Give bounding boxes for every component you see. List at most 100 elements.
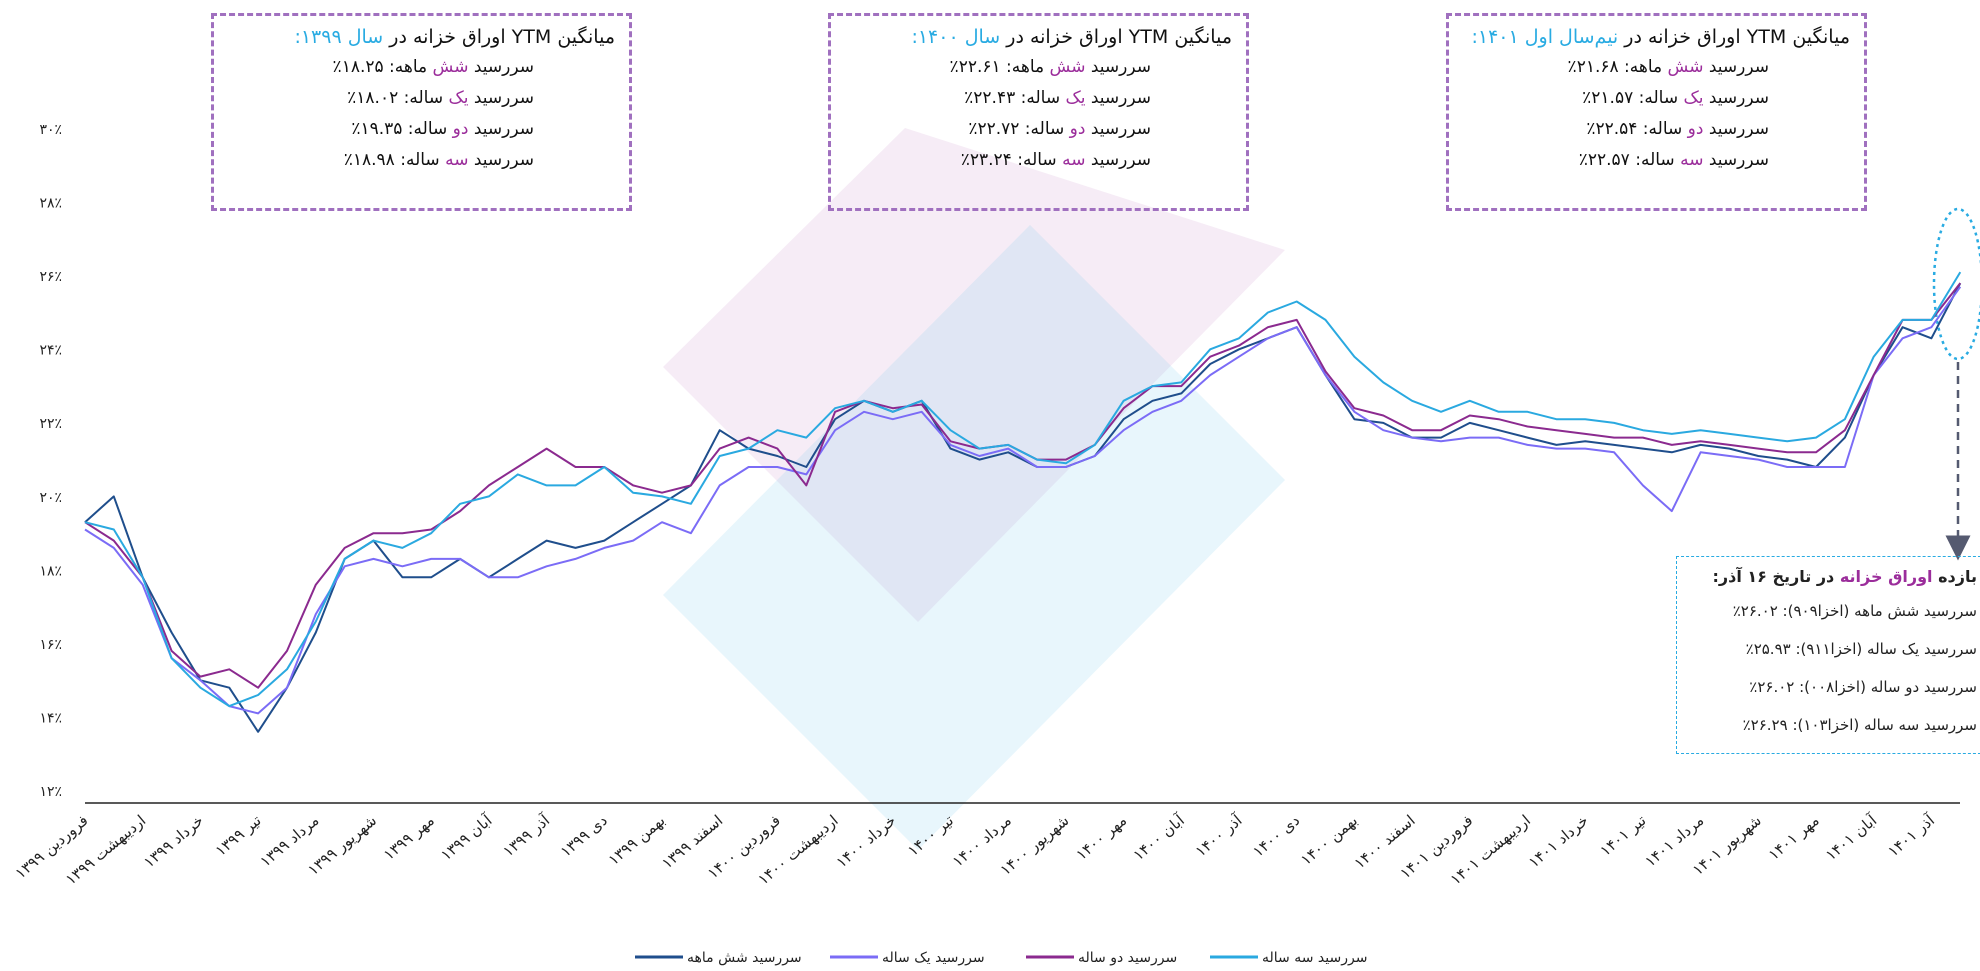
box-line: سررسید سه ساله: ۲۲.۵۷٪ xyxy=(1449,145,1864,176)
line-highlight: سه xyxy=(1680,150,1704,170)
line-text: سررسید xyxy=(1090,57,1151,77)
series-line xyxy=(84,271,1962,708)
line-highlight: شش xyxy=(1049,57,1086,77)
x-tick-label: آبان ۱۴۰۱ xyxy=(1822,811,1881,864)
title-text: میانگین YTM اوراق خزانه در xyxy=(389,26,615,48)
line-text: سررسید xyxy=(1090,150,1151,170)
legend-label: سررسید دو ساله xyxy=(1078,950,1177,966)
y-tick-label: ۲۲٪ xyxy=(39,416,62,432)
line-text: سررسید xyxy=(1090,119,1151,139)
y-tick-label: ۱۸٪ xyxy=(39,563,62,579)
title-text: در تاریخ ۱۶ آذر: xyxy=(1712,567,1835,586)
box-line: سررسید شش ماهه: ۲۲.۶۱٪ xyxy=(831,52,1246,83)
series-line xyxy=(84,282,1962,733)
title-highlight: نیم‌سال اول ۱۴۰۱: xyxy=(1471,26,1619,48)
title-highlight: سال ۱۳۹۹: xyxy=(294,26,384,48)
x-tick-label: آذر ۱۴۰۰ xyxy=(1192,811,1246,861)
line-text: ساله: ۲۲.۵۷٪ xyxy=(1578,150,1675,170)
y-tick-label: ۱۶٪ xyxy=(39,637,62,653)
legend-label: سررسید شش ماهه xyxy=(687,950,802,966)
title-text: میانگین YTM اوراق خزانه در xyxy=(1624,26,1850,48)
latest-box: بازده اوراق خزانه در تاریخ ۱۶ آذر: سررسید… xyxy=(1676,556,1980,754)
box-line: سررسید شش ماهه: ۱۸.۲۵٪ xyxy=(214,52,629,83)
line-highlight: یک xyxy=(448,88,469,108)
line-highlight: دو xyxy=(452,119,469,139)
latest-line: سررسید سه ساله (اخزا۱۰۳): ۲۶.۲۹٪ xyxy=(1742,716,1977,734)
line-highlight: یک xyxy=(1683,88,1704,108)
y-tick-label: ۲۰٪ xyxy=(39,490,62,506)
line-text: سررسید xyxy=(1708,119,1769,139)
x-tick-label: تیر ۱۳۹۹ xyxy=(212,811,265,859)
title-highlight: سال ۱۴۰۰: xyxy=(911,26,1001,48)
y-tick-label: ۳۰٪ xyxy=(39,122,62,138)
line-text: ماهه: ۲۱.۶۸٪ xyxy=(1567,57,1663,77)
x-tick-label: مهر ۱۴۰۰ xyxy=(1072,811,1130,864)
series-line xyxy=(84,286,1962,715)
box-title: میانگین YTM اوراق خزانه در سال ۱۳۹۹: xyxy=(214,16,629,52)
x-tick-label: مهر ۱۳۹۹ xyxy=(380,811,438,864)
line-highlight: سه xyxy=(445,150,469,170)
x-tick-label: دی ۱۴۰۰ xyxy=(1249,811,1303,860)
legend-label: سررسید یک ساله xyxy=(882,950,985,966)
y-tick-label: ۲۶٪ xyxy=(39,269,62,285)
line-text: سررسید xyxy=(473,119,534,139)
y-tick-label: ۱۴٪ xyxy=(39,710,62,726)
box-line: سررسید سه ساله: ۲۳.۲۴٪ xyxy=(831,145,1246,176)
summary-box: میانگین YTM اوراق خزانه در سال ۱۴۰۰: سررس… xyxy=(828,13,1249,211)
line-text: سررسید xyxy=(1708,150,1769,170)
box-line: سررسید سه ساله: ۱۸.۹۸٪ xyxy=(214,145,629,176)
line-text: ساله: ۲۳.۲۴٪ xyxy=(960,150,1057,170)
line-text: ساله: ۲۲.۴۳٪ xyxy=(964,88,1061,108)
line-text: ماهه: ۲۲.۶۱٪ xyxy=(949,57,1045,77)
line-text: ساله: ۱۹.۳۵٪ xyxy=(351,119,448,139)
watermark xyxy=(663,128,1285,850)
highlight-ellipse xyxy=(1932,207,1980,361)
box-line: سررسید یک ساله: ۱۸.۰۲٪ xyxy=(214,83,629,114)
x-tick-label: آبان ۱۴۰۰ xyxy=(1130,811,1189,864)
x-tick-label: آبان ۱۳۹۹ xyxy=(437,811,496,864)
line-text: سررسید xyxy=(473,57,534,77)
line-text: سررسید xyxy=(1090,88,1151,108)
x-tick-label: دی ۱۳۹۹ xyxy=(557,811,611,860)
line-text: سررسید xyxy=(1708,57,1769,77)
x-tick-label: آذر ۱۳۹۹ xyxy=(499,811,553,861)
box-line: سررسید یک ساله: ۲۲.۴۳٪ xyxy=(831,83,1246,114)
title-text: میانگین YTM اوراق خزانه در xyxy=(1006,26,1232,48)
latest-line: سررسید دو ساله (اخزا۰۰۸): ۲۶.۰۲٪ xyxy=(1749,678,1977,696)
legend-label: سررسید سه ساله xyxy=(1262,950,1367,966)
line-highlight: شش xyxy=(432,57,469,77)
line-text: ساله: ۲۲.۷۲٪ xyxy=(968,119,1065,139)
line-text: سررسید xyxy=(473,88,534,108)
y-tick-label: ۱۲٪ xyxy=(39,784,62,800)
latest-title: بازده اوراق خزانه در تاریخ ۱۶ آذر: xyxy=(1677,557,1980,592)
summary-box: میانگین YTM اوراق خزانه در نیم‌سال اول ۱… xyxy=(1446,13,1867,211)
box-line: سررسید دو ساله: ۱۹.۳۵٪ xyxy=(214,114,629,145)
x-tick-label: خرداد ۱۳۹۹ xyxy=(140,811,207,871)
title-text: بازده xyxy=(1938,567,1977,586)
line-text: ساله: ۲۱.۵۷٪ xyxy=(1582,88,1679,108)
summary-box: میانگین YTM اوراق خزانه در سال ۱۳۹۹: سررس… xyxy=(211,13,632,211)
x-tick-label: تیر ۱۴۰۱ xyxy=(1597,811,1650,859)
box-title: میانگین YTM اوراق خزانه در سال ۱۴۰۰: xyxy=(831,16,1246,52)
x-tick-label: آذر ۱۴۰۱ xyxy=(1884,811,1938,861)
box-line: سررسید شش ماهه: ۲۱.۶۸٪ xyxy=(1449,52,1864,83)
line-text: ماهه: ۱۸.۲۵٪ xyxy=(332,57,428,77)
box-title: میانگین YTM اوراق خزانه در نیم‌سال اول ۱… xyxy=(1449,16,1864,52)
x-tick-label: خرداد ۱۴۰۱ xyxy=(1525,811,1592,871)
box-line: سررسید دو ساله: ۲۲.۵۴٪ xyxy=(1449,114,1864,145)
line-text: سررسید xyxy=(473,150,534,170)
x-tick-label: خرداد ۱۴۰۰ xyxy=(833,811,900,871)
line-text: ساله: ۱۸.۹۸٪ xyxy=(343,150,440,170)
y-tick-label: ۲۸٪ xyxy=(39,196,62,212)
box-line: سررسید دو ساله: ۲۲.۷۲٪ xyxy=(831,114,1246,145)
line-text: ساله: ۲۲.۵۴٪ xyxy=(1586,119,1683,139)
line-text: سررسید xyxy=(1708,88,1769,108)
latest-line: سررسید یک ساله (اخزا۹۱۱): ۲۵.۹۳٪ xyxy=(1745,640,1977,658)
x-tick-label: مهر ۱۴۰۱ xyxy=(1765,811,1823,864)
y-tick-label: ۲۴٪ xyxy=(39,343,62,359)
line-highlight: دو xyxy=(1069,119,1086,139)
line-highlight: شش xyxy=(1667,57,1704,77)
box-line: سررسید یک ساله: ۲۱.۵۷٪ xyxy=(1449,83,1864,114)
